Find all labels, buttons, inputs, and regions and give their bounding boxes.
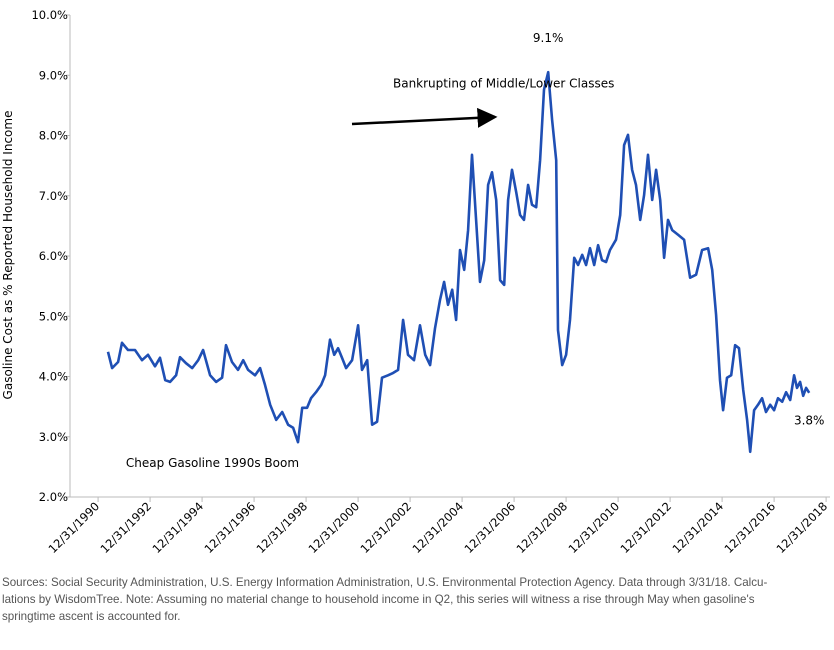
x-tick-label: 12/31/1994 [149,499,206,556]
x-tick-label: 12/31/2014 [669,499,726,556]
annotation: 3.8% [794,414,825,428]
footnote-line: springtime ascent is accounted for. [2,610,181,623]
x-tick-label: 12/31/2004 [409,499,466,556]
x-tick-label: 12/31/2010 [565,499,622,556]
annotation-arrow [351,107,498,128]
y-axis-label: Gasoline Cost as % Reported Household In… [1,111,15,400]
chart: Gasoline Cost as % Reported Household In… [1,8,830,556]
x-tick-label: 12/31/2018 [773,499,830,556]
x-tick-label: 12/31/2016 [721,499,778,556]
y-tick-label: 10.0% [31,8,68,22]
x-tick-label: 12/31/2000 [305,499,362,556]
y-tick-label: 6.0% [39,249,68,263]
footnote-line: Sources: Social Security Administration,… [2,576,768,589]
x-tick-label: 12/31/2008 [513,499,570,556]
annotation: Cheap Gasoline 1990s Boom [126,456,299,470]
y-tick-label: 7.0% [39,189,68,203]
y-tick-label: 8.0% [39,129,68,143]
x-tick-label: 12/31/2002 [357,499,414,556]
y-tick-label: 3.0% [39,430,68,444]
x-tick-label: 12/31/1998 [253,499,310,556]
x-tick-label: 12/31/1990 [45,499,102,556]
y-tick-label: 9.0% [39,68,68,82]
y-tick-label: 2.0% [39,490,68,504]
x-tick-label: 12/31/2012 [617,499,674,556]
x-tick-label: 12/31/2006 [461,499,518,556]
data-line [106,70,811,454]
annotation: Bankrupting of Middle/Lower Classes [393,76,614,90]
x-tick-label: 12/31/1996 [201,499,258,556]
x-tick-label: 12/31/1992 [97,499,154,556]
footnote-line: lations by WisdomTree. Note: Assuming no… [2,593,755,606]
y-tick-label: 5.0% [39,309,68,323]
annotation: 9.1% [533,31,564,45]
footnote: Sources: Social Security Administration,… [2,574,832,625]
y-tick-label: 4.0% [39,370,68,384]
